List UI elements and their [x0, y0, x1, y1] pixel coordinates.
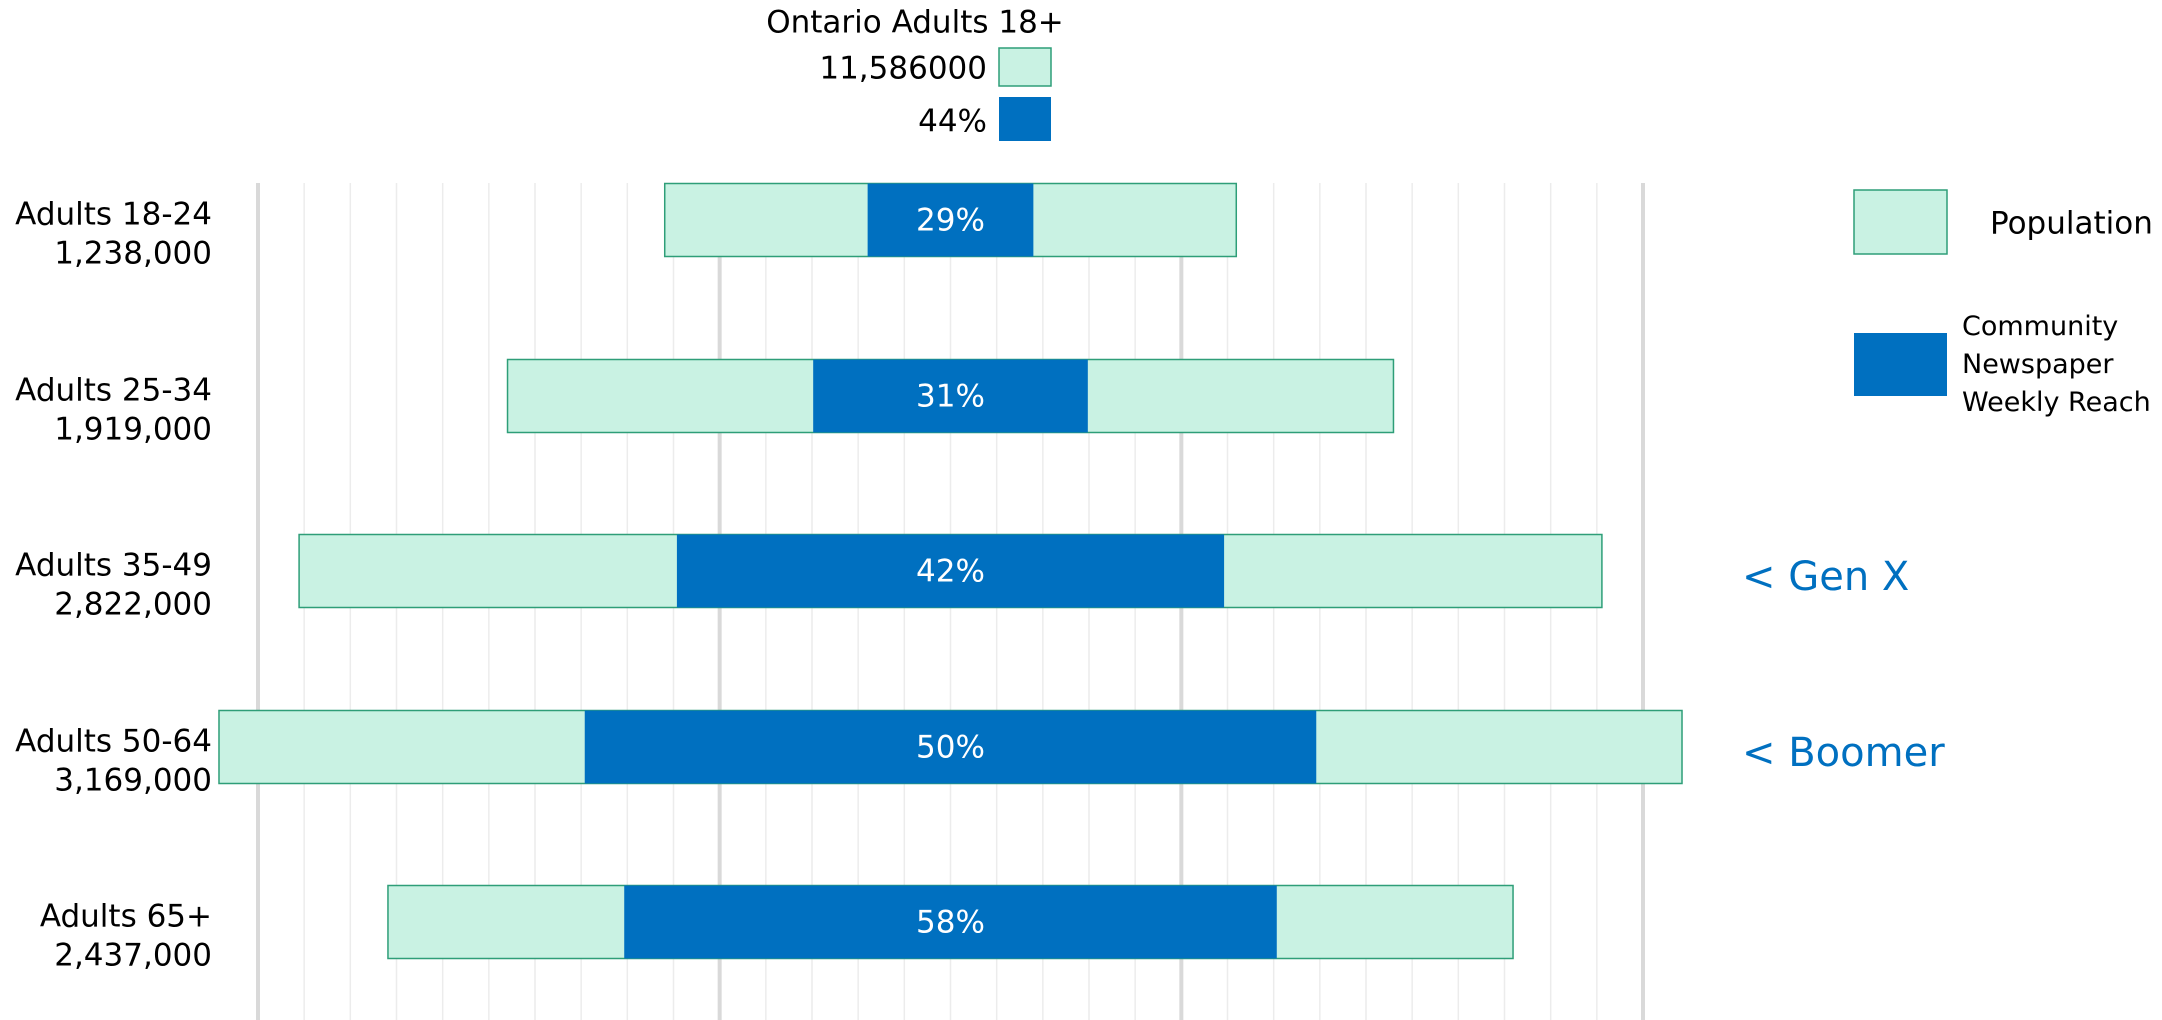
value-label: 50%: [916, 730, 985, 766]
reach-bar: [867, 183, 1034, 257]
value-label: 42%: [916, 554, 985, 590]
category-label: Adults 65+: [40, 899, 212, 935]
value-label: 31%: [916, 379, 985, 415]
category-label: Adults 35-49: [15, 548, 212, 584]
value-label: 58%: [916, 905, 985, 941]
population-label: 1,919,000: [54, 412, 212, 448]
annotation: < Boomer: [1742, 730, 1945, 776]
reach-bar: [584, 710, 1317, 784]
summary-reach: 44%: [918, 104, 987, 140]
summary-swatch: [998, 47, 1052, 87]
reach-bar: [624, 885, 1277, 959]
summary-swatch: [999, 97, 1051, 141]
summary-population: 11,586000: [819, 51, 987, 87]
population-label: 3,169,000: [54, 763, 212, 799]
population-label: 1,238,000: [54, 236, 212, 272]
legend-swatch: [1854, 333, 1947, 396]
legend-label: Community Newspaper Weekly Reach: [1962, 311, 2151, 418]
category-label: Adults 50-64: [15, 724, 212, 760]
population-label: 2,822,000: [54, 587, 212, 623]
category-label: Adults 25-34: [15, 373, 212, 409]
reach-bar: [813, 359, 1088, 433]
legend-swatch: [1853, 189, 1948, 255]
legend-label: Population: [1990, 206, 2153, 242]
category-label: Adults 18-24: [15, 197, 212, 233]
summary-title: Ontario Adults 18+: [766, 5, 1064, 41]
population-label: 2,437,000: [54, 938, 212, 974]
reach-bar: [676, 534, 1225, 608]
value-label: 29%: [916, 203, 985, 239]
annotation: < Gen X: [1742, 554, 1909, 600]
